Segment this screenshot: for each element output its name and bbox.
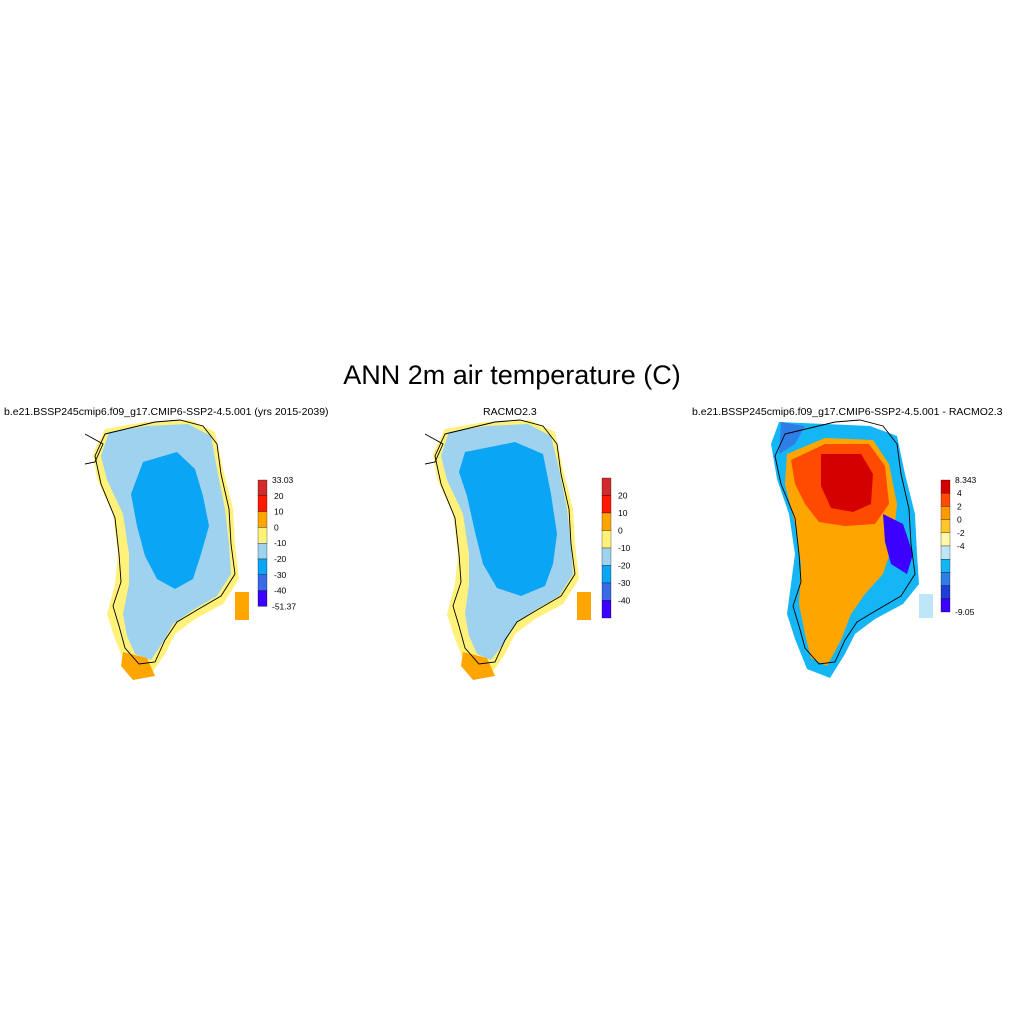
panel-2-colorbar: 20 10 0 -10 -20 -30 -40 (601, 477, 631, 619)
colorbar-tick-label: -10 (274, 538, 287, 548)
colorbar-min-label: -51.37 (272, 601, 296, 611)
colorbar-swatch (257, 527, 268, 544)
colorbar-tick-label: -40 (618, 596, 631, 606)
map-coastline (85, 433, 104, 465)
colorbar-tick-label: -30 (274, 570, 287, 580)
colorbar-swatch (940, 572, 951, 586)
colorbar-swatch (601, 600, 612, 619)
map-diff-negative (883, 514, 913, 574)
colorbar-labels: 20 10 0 -10 -20 -30 -40 (618, 491, 631, 606)
colorbar-max-label: 33.03 (272, 475, 294, 485)
map-warm-patch (121, 652, 155, 680)
colorbar-tick-label: 0 (274, 522, 279, 532)
colorbar-tick-label: -40 (274, 586, 287, 596)
colorbar-swatch (601, 582, 612, 601)
colorbar-tick-label: 10 (618, 508, 628, 518)
figure-title: ANN 2m air temperature (C) (343, 360, 681, 390)
colorbar-swatches (601, 477, 612, 619)
colorbar-swatches (940, 479, 951, 613)
map-warm-patch (461, 652, 495, 680)
map-coastline (425, 433, 444, 465)
colorbar-swatch (601, 565, 612, 584)
panel-1-colorbar: 33.03 20 10 0 -10 -20 -30 -40 -51.37 (257, 475, 296, 611)
panel-2-title: RACMO2.3 (483, 406, 537, 418)
colorbar-swatch (257, 574, 268, 591)
colorbar-tick-label: -20 (618, 561, 631, 571)
map-coastline (774, 419, 916, 665)
colorbar-swatch (257, 558, 268, 575)
colorbar-swatch (257, 495, 268, 512)
colorbar-swatch (601, 530, 612, 549)
colorbar-swatch (940, 532, 951, 547)
colorbar-swatch (601, 477, 612, 496)
panel-3-map (771, 419, 933, 678)
colorbar-tick-label: 20 (618, 491, 628, 501)
map-diff-hot-core (821, 454, 873, 512)
colorbar-swatch (940, 545, 951, 560)
map-coastline (94, 419, 236, 665)
colorbar-max-label: 8.343 (955, 475, 977, 485)
colorbar-swatch (940, 479, 951, 494)
colorbar-tick-label: 20 (274, 491, 284, 501)
colorbar-swatch (601, 512, 612, 531)
panel-3-colorbar: 8.343 4 2 0 -2 -4 -9.05 (940, 475, 977, 617)
map-diff-patch (919, 594, 933, 618)
colorbar-tick-label: 2 (957, 501, 962, 511)
colorbar-swatch (940, 559, 951, 573)
map-ice-core (459, 442, 557, 596)
colorbar-tick-label: 10 (274, 507, 284, 517)
colorbar-swatch (940, 585, 951, 599)
colorbar-min-label: -9.05 (955, 607, 975, 617)
colorbar-swatch (940, 506, 951, 520)
map-ice-core (131, 452, 209, 589)
colorbar-swatch (257, 590, 268, 607)
colorbar-labels: 8.343 4 2 0 -2 -4 -9.05 (955, 475, 977, 617)
colorbar-tick-label: 4 (957, 488, 962, 498)
map-coastline (434, 419, 576, 665)
map-warm-patch (235, 592, 249, 620)
colorbar-tick-label: -10 (618, 543, 631, 553)
colorbar-tick-label: -30 (618, 578, 631, 588)
colorbar-swatch (940, 519, 951, 533)
colorbar-swatch (257, 479, 268, 496)
colorbar-swatch (601, 495, 612, 514)
panel-1-title: b.e21.BSSP245cmip6.f09_g17.CMIP6-SSP2-4.… (4, 406, 329, 418)
colorbar-labels: 33.03 20 10 0 -10 -20 -30 -40 -51.37 (272, 475, 296, 611)
panel-1-map (85, 419, 249, 680)
colorbar-tick-label: -20 (274, 554, 287, 564)
colorbar-swatch (940, 598, 951, 613)
colorbar-tick-label: -4 (957, 541, 965, 551)
colorbar-swatch (940, 493, 951, 507)
colorbar-swatches (257, 479, 268, 607)
colorbar-swatch (601, 547, 612, 566)
panel-3-title: b.e21.BSSP245cmip6.f09_g17.CMIP6-SSP2-4.… (692, 406, 1003, 418)
colorbar-tick-label: 0 (957, 515, 962, 525)
colorbar-tick-label: -2 (957, 528, 965, 538)
colorbar-swatch (257, 511, 268, 528)
map-warm-patch (577, 592, 591, 620)
map-diff-negative (779, 422, 805, 454)
panel-2-map (425, 419, 591, 680)
colorbar-tick-label: 0 (618, 526, 623, 536)
colorbar-swatch (257, 543, 268, 560)
